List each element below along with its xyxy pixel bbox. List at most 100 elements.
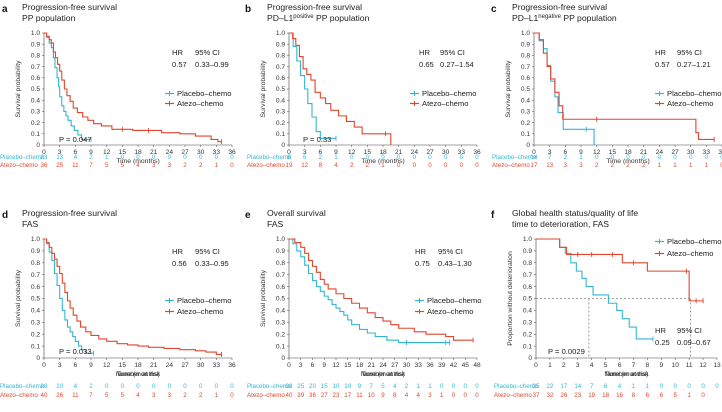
risk-count-placebo: 0	[475, 383, 479, 390]
km-curve-placebo	[534, 32, 595, 145]
x-tick-label: 3	[58, 362, 62, 369]
title-part: PP population	[314, 13, 370, 23]
y-tick-label: 1.0	[523, 236, 532, 243]
x-tick-label: 9	[579, 149, 583, 156]
hr-header: HR	[655, 48, 666, 57]
risk-count-atezo: 1	[687, 392, 691, 399]
x-tick-label: 24	[656, 149, 664, 156]
x-tick-label: 6	[311, 362, 315, 369]
x-tick-label: 33	[415, 362, 423, 369]
risk-count-atezo: 39	[297, 392, 304, 399]
risk-count-placebo: 10	[56, 383, 63, 390]
risk-count-placebo: 0	[444, 154, 448, 161]
risk-count-atezo: 0	[397, 162, 401, 169]
risk-count-placebo: 0	[611, 154, 615, 161]
risk-count-placebo: 0	[413, 154, 417, 161]
x-tick-label: 12	[103, 149, 111, 156]
y-tick-label: 0	[36, 355, 40, 362]
risk-count-atezo: 36	[309, 392, 316, 399]
risk-count-atezo: 11	[72, 162, 79, 169]
y-axis-label: Survival probability	[15, 269, 22, 327]
risk-count-placebo: 0	[440, 383, 444, 390]
y-tick-label: 0.4	[521, 97, 530, 104]
risk-count-placebo: 0	[720, 154, 722, 161]
risk-count-placebo: 0	[350, 154, 354, 161]
x-tick-label: 12	[348, 149, 356, 156]
risk-count-placebo: 10	[344, 383, 351, 390]
x-tick-label: 6	[563, 149, 567, 156]
y-axis-label: Proportion without deterioration	[507, 251, 514, 346]
x-tick-label: 0	[42, 362, 46, 369]
x-tick-label: 12	[103, 362, 111, 369]
risk-count-atezo: 0	[460, 162, 464, 169]
y-axis-label: Survival probability	[260, 269, 267, 327]
title-superscript: negative	[538, 14, 561, 20]
y-tick-label: 0	[528, 355, 532, 362]
y-tick-label: 0.2	[521, 120, 530, 127]
risk-count-atezo: 3	[428, 392, 432, 399]
risk-count-placebo: 2	[89, 154, 93, 161]
y-tick-label: 0.3	[523, 320, 532, 327]
risk-count-atezo: 2	[642, 162, 646, 169]
legend-label-placebo: Placebo–chemo	[667, 89, 721, 98]
ci-value: 0.33–0.99	[195, 60, 229, 69]
risk-count-placebo: 0	[215, 154, 219, 161]
x-tick-label: 39	[438, 362, 446, 369]
risk-row-label-placebo: Placebo–chemo	[0, 154, 45, 161]
risk-count-placebo: 0	[121, 154, 125, 161]
risk-count-atezo: 2	[199, 162, 203, 169]
y-tick-label: 0.5	[276, 296, 285, 303]
x-tick-label: 0	[532, 149, 536, 156]
risk-row-label-atezo: Atezo–chemo	[247, 162, 285, 169]
x-tick-label: 33	[213, 149, 221, 156]
x-tick-label: 24	[411, 149, 419, 156]
x-tick-label: 3	[58, 149, 62, 156]
risk-count-atezo: 17	[344, 392, 351, 399]
y-tick-label: 0.4	[523, 308, 532, 315]
hr-value: 0.65	[419, 60, 434, 69]
risk-row-label-placebo: Placebo–chemo	[247, 383, 292, 390]
y-tick-label: 0.3	[276, 109, 285, 116]
risk-count-atezo: 4	[136, 392, 140, 399]
y-tick-label: 1.0	[276, 236, 285, 243]
x-tick-label: 0	[287, 149, 291, 156]
hr-header: HR	[419, 48, 430, 57]
y-tick-label: 1.0	[31, 30, 40, 37]
risk-count-placebo: 0	[366, 154, 370, 161]
risk-count-placebo: 5	[381, 383, 385, 390]
risk-count-placebo: 13	[56, 154, 63, 161]
ci-value: 0.33–0.95	[195, 259, 229, 268]
x-tick-label: 13	[713, 362, 721, 369]
y-tick-label: 0.7	[31, 64, 40, 71]
hr-header: HR	[415, 247, 426, 256]
x-tick-label: 27	[181, 149, 189, 156]
risk-count-atezo: 16	[616, 392, 623, 399]
risk-count-placebo: 14	[531, 154, 538, 161]
risk-count-atezo: 9	[381, 392, 385, 399]
risk-count-atezo: 11	[72, 392, 79, 399]
x-tick-label: 24	[379, 362, 387, 369]
y-tick-label: 0	[526, 142, 530, 149]
risk-count-placebo: 0	[168, 383, 172, 390]
risk-count-placebo: 0	[136, 383, 140, 390]
km-curve-atezo	[536, 238, 704, 302]
x-axis-label: Time (months)	[361, 371, 405, 378]
ci-value: 0.27–1.21	[677, 60, 711, 69]
risk-count-atezo: 40	[286, 392, 293, 399]
x-tick-label: 30	[197, 149, 205, 156]
x-tick-label: 3	[548, 149, 552, 156]
x-tick-label: 5	[604, 362, 608, 369]
legend-label-atezo: Atezo–chemo	[177, 99, 223, 108]
risk-count-atezo: 10	[368, 392, 375, 399]
risk-count-placebo: 0	[687, 383, 691, 390]
risk-count-atezo: 36	[41, 162, 48, 169]
risk-count-atezo: 0	[464, 392, 468, 399]
panel-title-line-1: Global health status/quality of life	[512, 208, 638, 218]
risk-count-atezo: 4	[334, 162, 338, 169]
risk-count-atezo: 4	[136, 162, 140, 169]
hr-header: HR	[172, 48, 183, 57]
y-tick-label: 0.6	[523, 284, 532, 291]
x-axis-label: Time (months)	[605, 371, 649, 378]
risk-count-atezo: 6	[660, 392, 664, 399]
risk-count-placebo: 1	[105, 154, 109, 161]
